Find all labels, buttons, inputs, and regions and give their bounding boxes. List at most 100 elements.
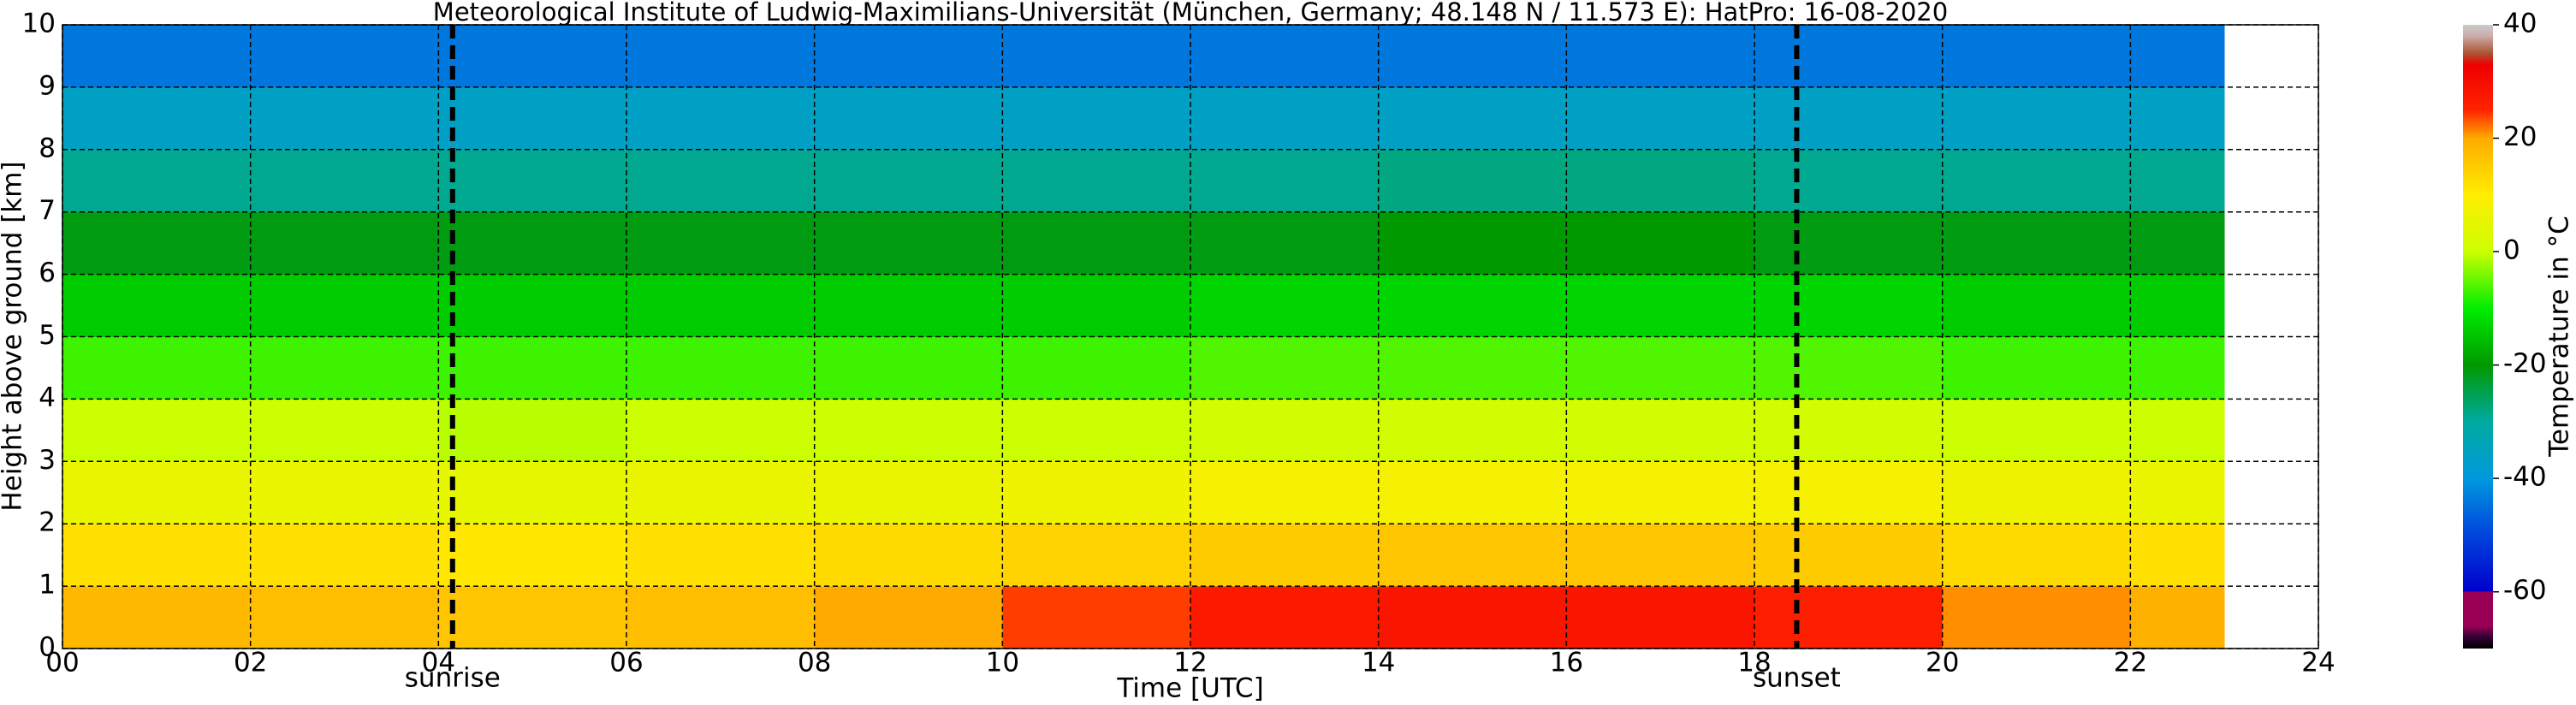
heatmap-cell [62,25,252,88]
heatmap-cell [626,274,816,337]
heatmap-cell [626,586,816,649]
x-tick-label: 08 [798,648,831,678]
x-tick-label: 06 [609,648,643,678]
x-axis-label: Time [UTC] [1116,673,1263,704]
heatmap-cell [1378,586,1567,649]
x-tick-label: 18 [1737,648,1771,678]
heatmap-cell [1190,524,1380,587]
heatmap-cell [250,524,439,587]
heatmap-cell [438,25,627,88]
annotation-label: sunrise [405,663,501,694]
heatmap-cell [1566,461,1755,524]
x-tick-label: 14 [1362,648,1395,678]
heatmap-cell [62,86,252,151]
heatmap-cell [1566,211,1755,275]
heatmap-cell [814,86,1003,151]
heatmap-cell [1378,25,1567,88]
heatmap-cell [814,336,1003,400]
heatmap-cell [2130,399,2225,462]
heatmap-cell [626,149,816,213]
heatmap-cell [814,211,1003,275]
heatmap-cell [1942,461,2131,524]
heatmap-cell [438,274,627,337]
heatmap-cell [438,461,627,524]
heatmap-cell [1942,399,2131,462]
heatmap-cell [1754,25,1944,88]
heatmap-cell [2130,86,2225,151]
heatmap-cell [626,399,816,462]
heatmap-cell [1942,274,2131,337]
heatmap-cell [626,461,816,524]
y-tick-label: 7 [39,195,56,226]
heatmap-cell [1002,274,1191,337]
heatmap-cell [1754,586,1944,649]
heatmap-cell [1378,274,1567,337]
heatmap-cell [1002,461,1191,524]
colorbar-tick-label: -20 [2503,348,2547,379]
heatmap-cell [814,461,1003,524]
heatmap-cell [1754,336,1944,400]
heatmap-cell [62,399,252,462]
x-tick-label: 22 [2114,648,2147,678]
heatmap-cell [2130,274,2225,337]
heatmap-cell [1002,149,1191,213]
heatmap-cell [1378,211,1567,275]
heatmap-cell [62,586,252,649]
y-tick-label: 3 [39,445,56,476]
heatmap-cell [1754,211,1944,275]
heatmap-cell [2130,211,2225,275]
heatmap-cell [250,461,439,524]
heatmap-cell [1754,461,1944,524]
heatmap-cell [1190,461,1380,524]
y-tick-label: 4 [39,382,56,413]
colorbar-tick-label: -60 [2503,575,2547,606]
heatmap-cell [1002,25,1191,88]
heatmap-cell [2130,149,2225,213]
heatmap-cell [1002,399,1191,462]
heatmap-cell [62,461,252,524]
x-tick-label: 12 [1173,648,1207,678]
y-tick-label: 1 [39,570,56,601]
heatmap-cell [438,86,627,151]
heatmap-cell [1190,336,1380,400]
heatmap-cell [1190,25,1380,88]
x-tick-label: 24 [2301,648,2335,678]
heatmap-cell [1754,86,1944,151]
heatmap-cell [2130,586,2225,649]
heatmap-cell [626,211,816,275]
heatmap-cell [626,86,816,151]
x-tick-label: 16 [1550,648,1583,678]
heatmap-cell [1378,336,1567,400]
y-tick-label: 0 [39,632,56,663]
heatmap-cell [1002,586,1191,649]
heatmap-cell [62,149,252,213]
heatmap-cell [1566,524,1755,587]
heatmap-cell [626,25,816,88]
heatmap-cell [438,524,627,587]
heatmap-cell [250,336,439,400]
x-tick-label: 00 [45,648,79,678]
heatmap-cell [62,211,252,275]
heatmap-cell [626,336,816,400]
heatmap-cell [814,399,1003,462]
heatmap-cell [250,86,439,151]
colorbar-label: Temperature in °C [2544,216,2575,457]
colorbar [2463,25,2493,649]
chart-title: Meteorological Institute of Ludwig-Maxim… [433,0,1948,27]
heatmap-cell [250,25,439,88]
heatmap-cell [814,524,1003,587]
heatmap-cell [1378,461,1567,524]
heatmap-cell [1942,336,2131,400]
heatmap-cell [1190,586,1380,649]
heatmap-cell [62,336,252,400]
y-tick-label: 10 [22,9,56,39]
heatmap-cell [1378,399,1567,462]
y-tick-label: 8 [39,133,56,163]
heatmap-cell [1566,274,1755,337]
heatmap-cell [250,149,439,213]
heatmap-cell [1566,25,1755,88]
y-tick-label: 5 [39,320,56,351]
heatmap-cell [1002,524,1191,587]
x-tick-label: 02 [234,648,267,678]
